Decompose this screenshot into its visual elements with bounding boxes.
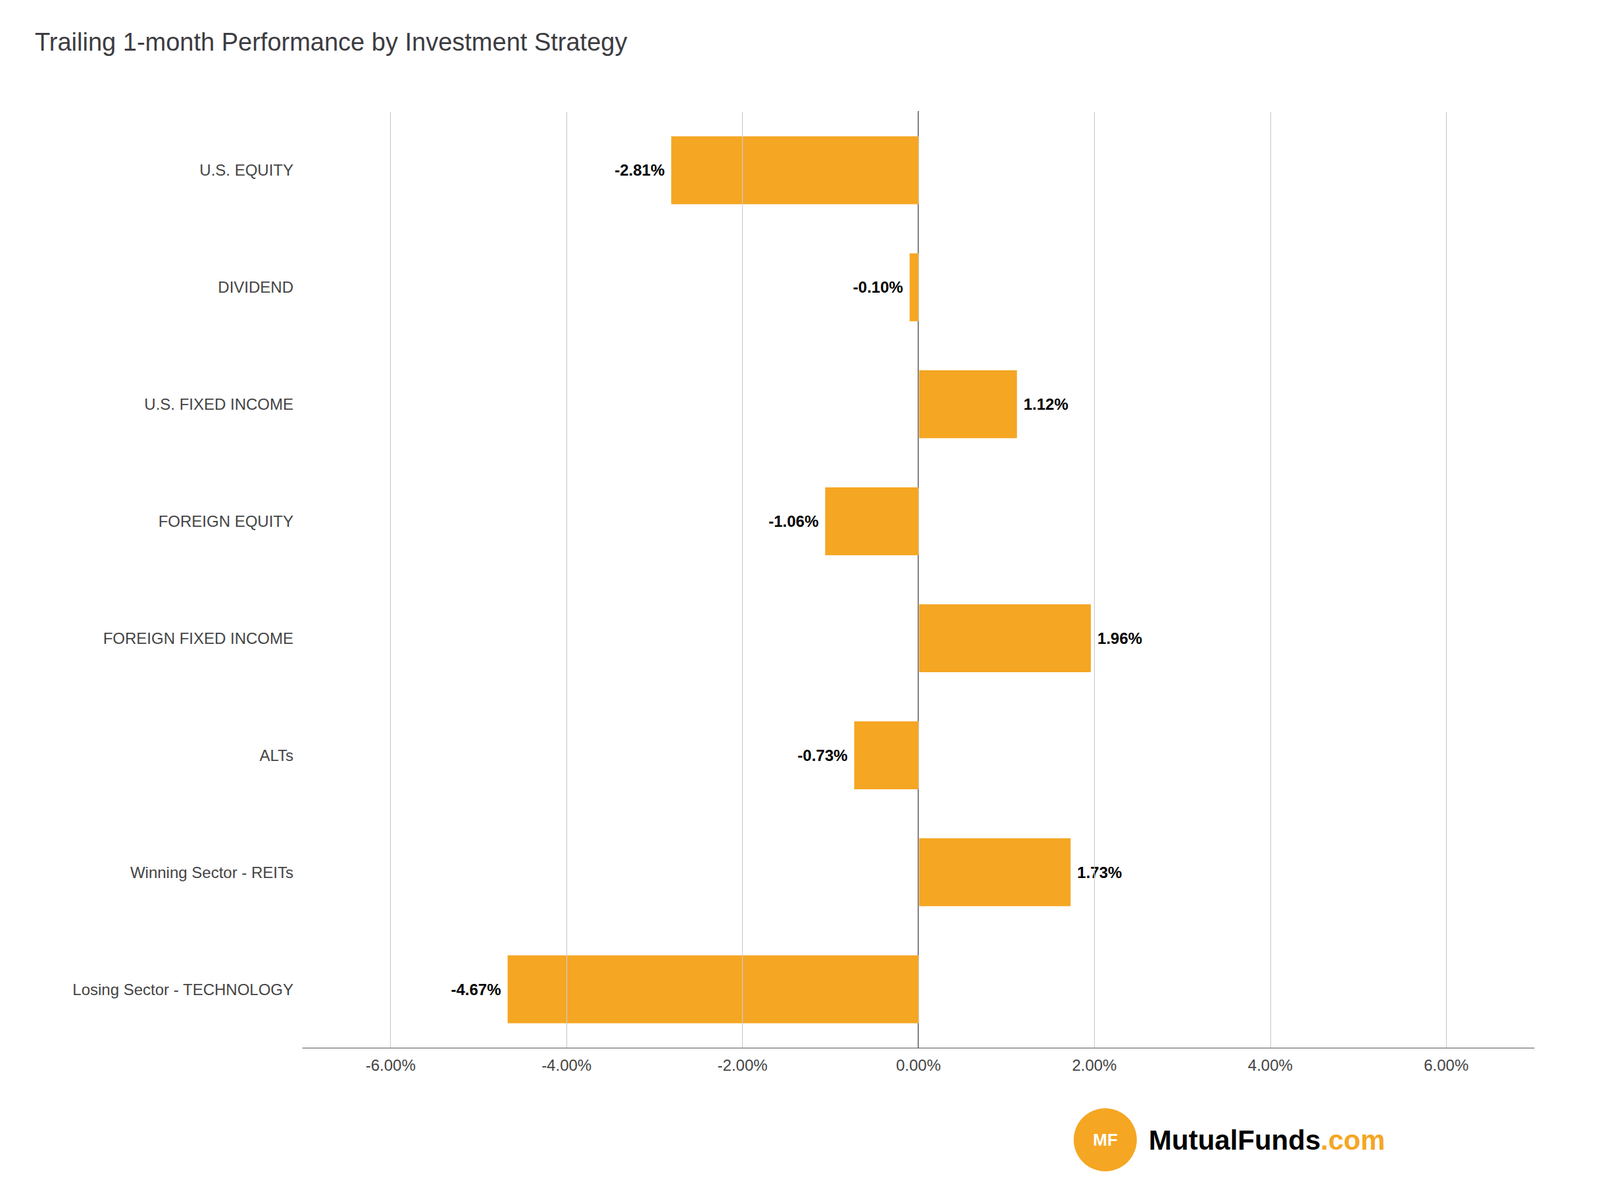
svg-text:-1.06%: -1.06% [768,512,819,531]
svg-text:MF: MF [1092,1130,1118,1150]
svg-text:-0.10%: -0.10% [853,278,904,297]
svg-text:U.S. FIXED INCOME: U.S. FIXED INCOME [144,395,294,414]
svg-text:Trailing 1-month Performance b: Trailing 1-month Performance by Investme… [34,28,627,56]
svg-text:-4.67%: -4.67% [451,980,502,999]
svg-text:6.00%: 6.00% [1423,1056,1469,1075]
svg-text:MutualFunds: MutualFunds [1148,1125,1321,1156]
svg-text:U.S. EQUITY: U.S. EQUITY [199,161,294,179]
svg-text:1.96%: 1.96% [1097,629,1143,648]
svg-text:1.73%: 1.73% [1076,863,1122,882]
svg-text:-0.73%: -0.73% [797,746,848,765]
svg-text:Losing Sector - TECHNOLOGY: Losing Sector - TECHNOLOGY [72,980,294,999]
svg-text:.com: .com [1320,1125,1385,1156]
svg-text:FOREIGN EQUITY: FOREIGN EQUITY [158,512,294,531]
svg-text:Winning Sector - REITs: Winning Sector - REITs [130,863,294,882]
svg-text:DIVIDEND: DIVIDEND [217,278,294,297]
svg-text:2.00%: 2.00% [1071,1056,1117,1075]
svg-text:-6.00%: -6.00% [365,1056,416,1075]
svg-text:4.00%: 4.00% [1248,1056,1293,1075]
svg-text:0.00%: 0.00% [896,1056,941,1075]
svg-text:-2.00%: -2.00% [717,1056,768,1075]
svg-text:1.12%: 1.12% [1023,395,1069,414]
svg-text:FOREIGN FIXED INCOME: FOREIGN FIXED INCOME [103,629,294,648]
svg-text:-4.00%: -4.00% [541,1056,592,1075]
svg-text:ALTs: ALTs [259,746,294,765]
svg-text:-2.81%: -2.81% [614,161,665,179]
